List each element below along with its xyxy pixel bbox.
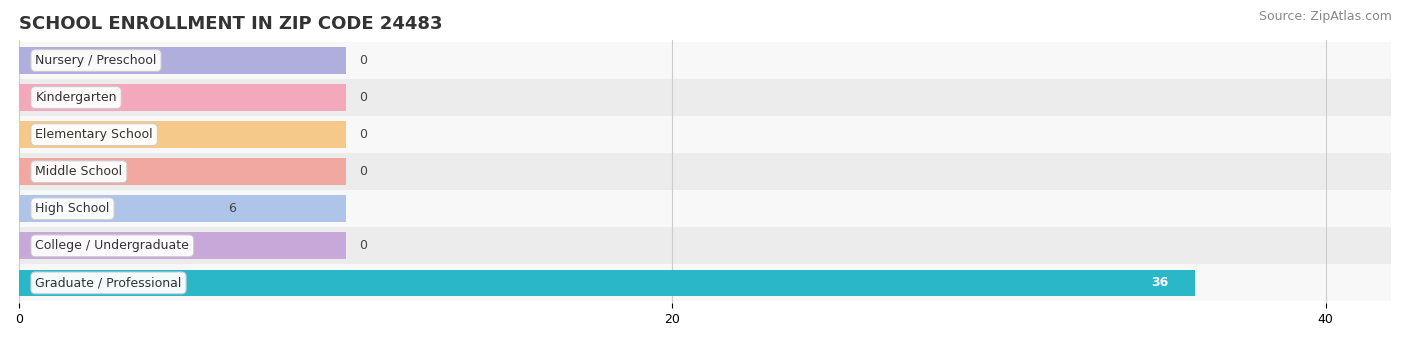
Text: Graduate / Professional: Graduate / Professional: [35, 277, 181, 290]
Text: Middle School: Middle School: [35, 165, 122, 178]
Text: Nursery / Preschool: Nursery / Preschool: [35, 54, 156, 67]
Bar: [20, 116, 1391, 153]
Bar: [20, 47, 346, 74]
Text: Kindergarten: Kindergarten: [35, 91, 117, 104]
Text: Source: ZipAtlas.com: Source: ZipAtlas.com: [1258, 10, 1392, 23]
Bar: [20, 227, 1391, 264]
Bar: [20, 84, 346, 111]
Text: 0: 0: [359, 128, 367, 141]
Bar: [20, 79, 1391, 116]
Bar: [20, 158, 346, 185]
Text: 0: 0: [359, 165, 367, 178]
Bar: [20, 153, 1391, 190]
Text: 6: 6: [228, 202, 236, 215]
Text: 0: 0: [359, 91, 367, 104]
Text: Elementary School: Elementary School: [35, 128, 153, 141]
Bar: [20, 190, 1391, 227]
Bar: [20, 269, 1195, 296]
Bar: [20, 42, 1391, 79]
Text: 0: 0: [359, 54, 367, 67]
Bar: [20, 264, 1391, 301]
Bar: [20, 233, 346, 259]
Text: College / Undergraduate: College / Undergraduate: [35, 239, 190, 252]
Text: 36: 36: [1152, 277, 1168, 290]
Bar: [20, 121, 346, 148]
Text: High School: High School: [35, 202, 110, 215]
Text: 0: 0: [359, 239, 367, 252]
Text: SCHOOL ENROLLMENT IN ZIP CODE 24483: SCHOOL ENROLLMENT IN ZIP CODE 24483: [20, 15, 443, 33]
Bar: [20, 195, 346, 222]
